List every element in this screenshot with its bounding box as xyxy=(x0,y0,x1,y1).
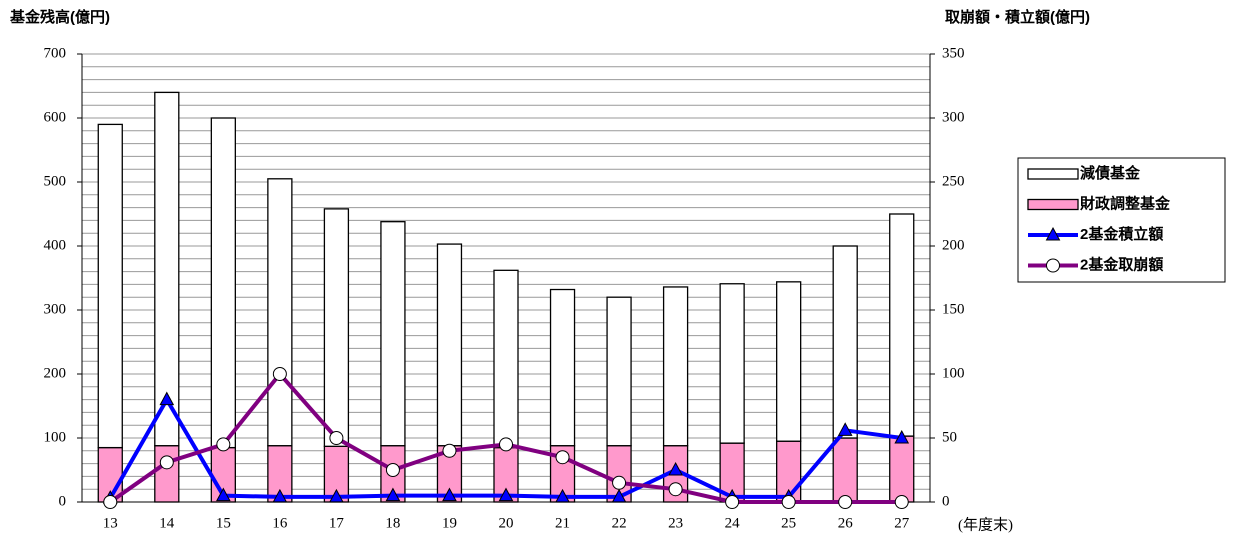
x-tick-label: 16 xyxy=(272,515,288,531)
bar xyxy=(606,296,632,447)
y2-tick-label: 0 xyxy=(942,493,950,509)
x-tick-label: 17 xyxy=(329,515,345,531)
y-tick-label: 300 xyxy=(44,301,67,317)
bar xyxy=(210,117,236,449)
marker xyxy=(1045,226,1061,241)
marker xyxy=(215,487,231,502)
y2-tick-label: 100 xyxy=(942,365,965,381)
marker xyxy=(725,495,740,509)
y2-tick-label: 50 xyxy=(942,429,957,445)
x-tick-label: 26 xyxy=(838,515,854,531)
bar xyxy=(493,269,519,449)
bar xyxy=(323,208,350,447)
marker xyxy=(668,461,683,476)
y-tick-label: 500 xyxy=(44,173,67,189)
marker xyxy=(385,487,401,502)
y-tick-label: 600 xyxy=(44,109,67,125)
bar xyxy=(154,91,180,447)
y2-tick-label: 200 xyxy=(942,237,965,253)
marker xyxy=(612,475,627,490)
y2-tick-label: 150 xyxy=(942,301,965,317)
x-tick-label: 22 xyxy=(612,515,627,531)
marker xyxy=(103,495,118,509)
legend-label: 2基金積立額 xyxy=(1080,225,1163,243)
marker xyxy=(329,431,344,445)
x-tick-label: 19 xyxy=(442,515,457,531)
legend-swatch xyxy=(1027,198,1079,211)
bar xyxy=(662,286,689,447)
x-tick-label: 27 xyxy=(894,515,910,531)
bar xyxy=(380,221,406,447)
marker xyxy=(159,455,174,470)
bar xyxy=(889,435,915,503)
x-tick-label: 18 xyxy=(385,515,400,531)
bar xyxy=(719,283,745,444)
marker xyxy=(159,391,175,406)
x-axis-label: (年度末) xyxy=(958,516,1013,533)
x-tick-label: 14 xyxy=(159,515,175,531)
marker xyxy=(837,422,853,436)
marker xyxy=(894,429,910,444)
bar xyxy=(549,288,576,447)
marker xyxy=(894,495,909,509)
marker xyxy=(555,488,570,503)
legend-label: 減債基金 xyxy=(1080,164,1141,182)
marker xyxy=(442,487,457,502)
x-tick-label: 21 xyxy=(555,515,570,531)
bar xyxy=(436,243,463,447)
marker xyxy=(499,437,513,452)
marker xyxy=(611,488,627,503)
bar xyxy=(776,281,802,442)
y2-tick-label: 350 xyxy=(942,45,965,61)
marker xyxy=(385,463,400,477)
marker xyxy=(272,488,288,503)
x-tick-label: 15 xyxy=(216,515,231,531)
marker xyxy=(216,437,231,452)
y-axis-label: 基金残高(億円) xyxy=(9,8,110,26)
y-tick-label: 700 xyxy=(44,45,67,61)
y2-tick-label: 250 xyxy=(942,173,965,189)
y-tick-label: 200 xyxy=(44,365,67,381)
marker xyxy=(838,495,853,509)
y-tick-label: 400 xyxy=(44,237,67,253)
marker xyxy=(781,495,796,509)
marker xyxy=(442,443,457,458)
y2-axis-label: 取崩額・積立額(億円) xyxy=(945,8,1090,26)
marker xyxy=(668,482,683,497)
bar xyxy=(267,178,293,447)
legend-swatch xyxy=(1027,168,1079,180)
legend-label: 財政調整基金 xyxy=(1079,194,1171,212)
bar xyxy=(832,245,858,439)
bar xyxy=(154,445,180,503)
legend-label: 2基金取崩額 xyxy=(1080,255,1163,273)
marker xyxy=(555,450,570,465)
y2-tick-label: 300 xyxy=(942,109,965,125)
x-tick-label: 25 xyxy=(781,515,796,531)
bar xyxy=(889,213,915,437)
marker xyxy=(272,367,287,381)
x-tick-label: 24 xyxy=(725,515,741,531)
marker xyxy=(1046,258,1060,273)
marker xyxy=(329,488,344,503)
y-tick-label: 100 xyxy=(44,429,67,445)
marker xyxy=(498,487,514,502)
bar xyxy=(97,123,123,449)
bar xyxy=(832,437,858,503)
x-tick-label: 20 xyxy=(499,515,514,531)
y-tick-label: 0 xyxy=(59,493,67,509)
x-tick-label: 23 xyxy=(668,515,683,531)
x-tick-label: 13 xyxy=(103,515,118,531)
